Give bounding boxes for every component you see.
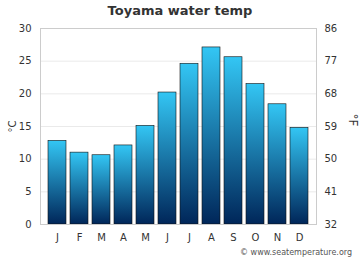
svg-text:D: D [296,232,304,243]
svg-text:J: J [55,232,59,243]
svg-text:°F: °F [346,114,360,127]
svg-text:J: J [187,232,191,243]
svg-text:0: 0 [25,219,31,230]
svg-text:O: O [252,232,260,243]
svg-text:M: M [97,232,106,243]
svg-text:20: 20 [19,88,32,99]
svg-text:77: 77 [325,55,338,66]
html-text:Toyama water temp: Toyama water temp [107,3,253,18]
html-text:© www.seatemperature.org: © www.seatemperature.org [240,248,352,257]
svg-text:41: 41 [325,186,338,197]
svg-text:86: 86 [325,23,338,34]
svg-text:M: M [141,232,150,243]
svg-text:A: A [208,232,215,243]
svg-text:25: 25 [19,55,32,66]
svg-text:68: 68 [325,88,338,99]
svg-text:5: 5 [25,186,31,197]
svg-text:32: 32 [325,219,338,230]
svg-text:59: 59 [325,121,338,132]
svg-text:10: 10 [19,153,32,164]
svg-text:F: F [77,232,83,243]
svg-text:A: A [120,232,127,243]
svg-text:°C: °C [7,120,18,132]
svg-text:S: S [230,232,236,243]
svg-text:N: N [274,232,281,243]
svg-text:J: J [165,232,169,243]
svg-text:15: 15 [19,121,32,132]
svg-text:30: 30 [19,23,32,34]
svg-text:50: 50 [325,153,338,164]
